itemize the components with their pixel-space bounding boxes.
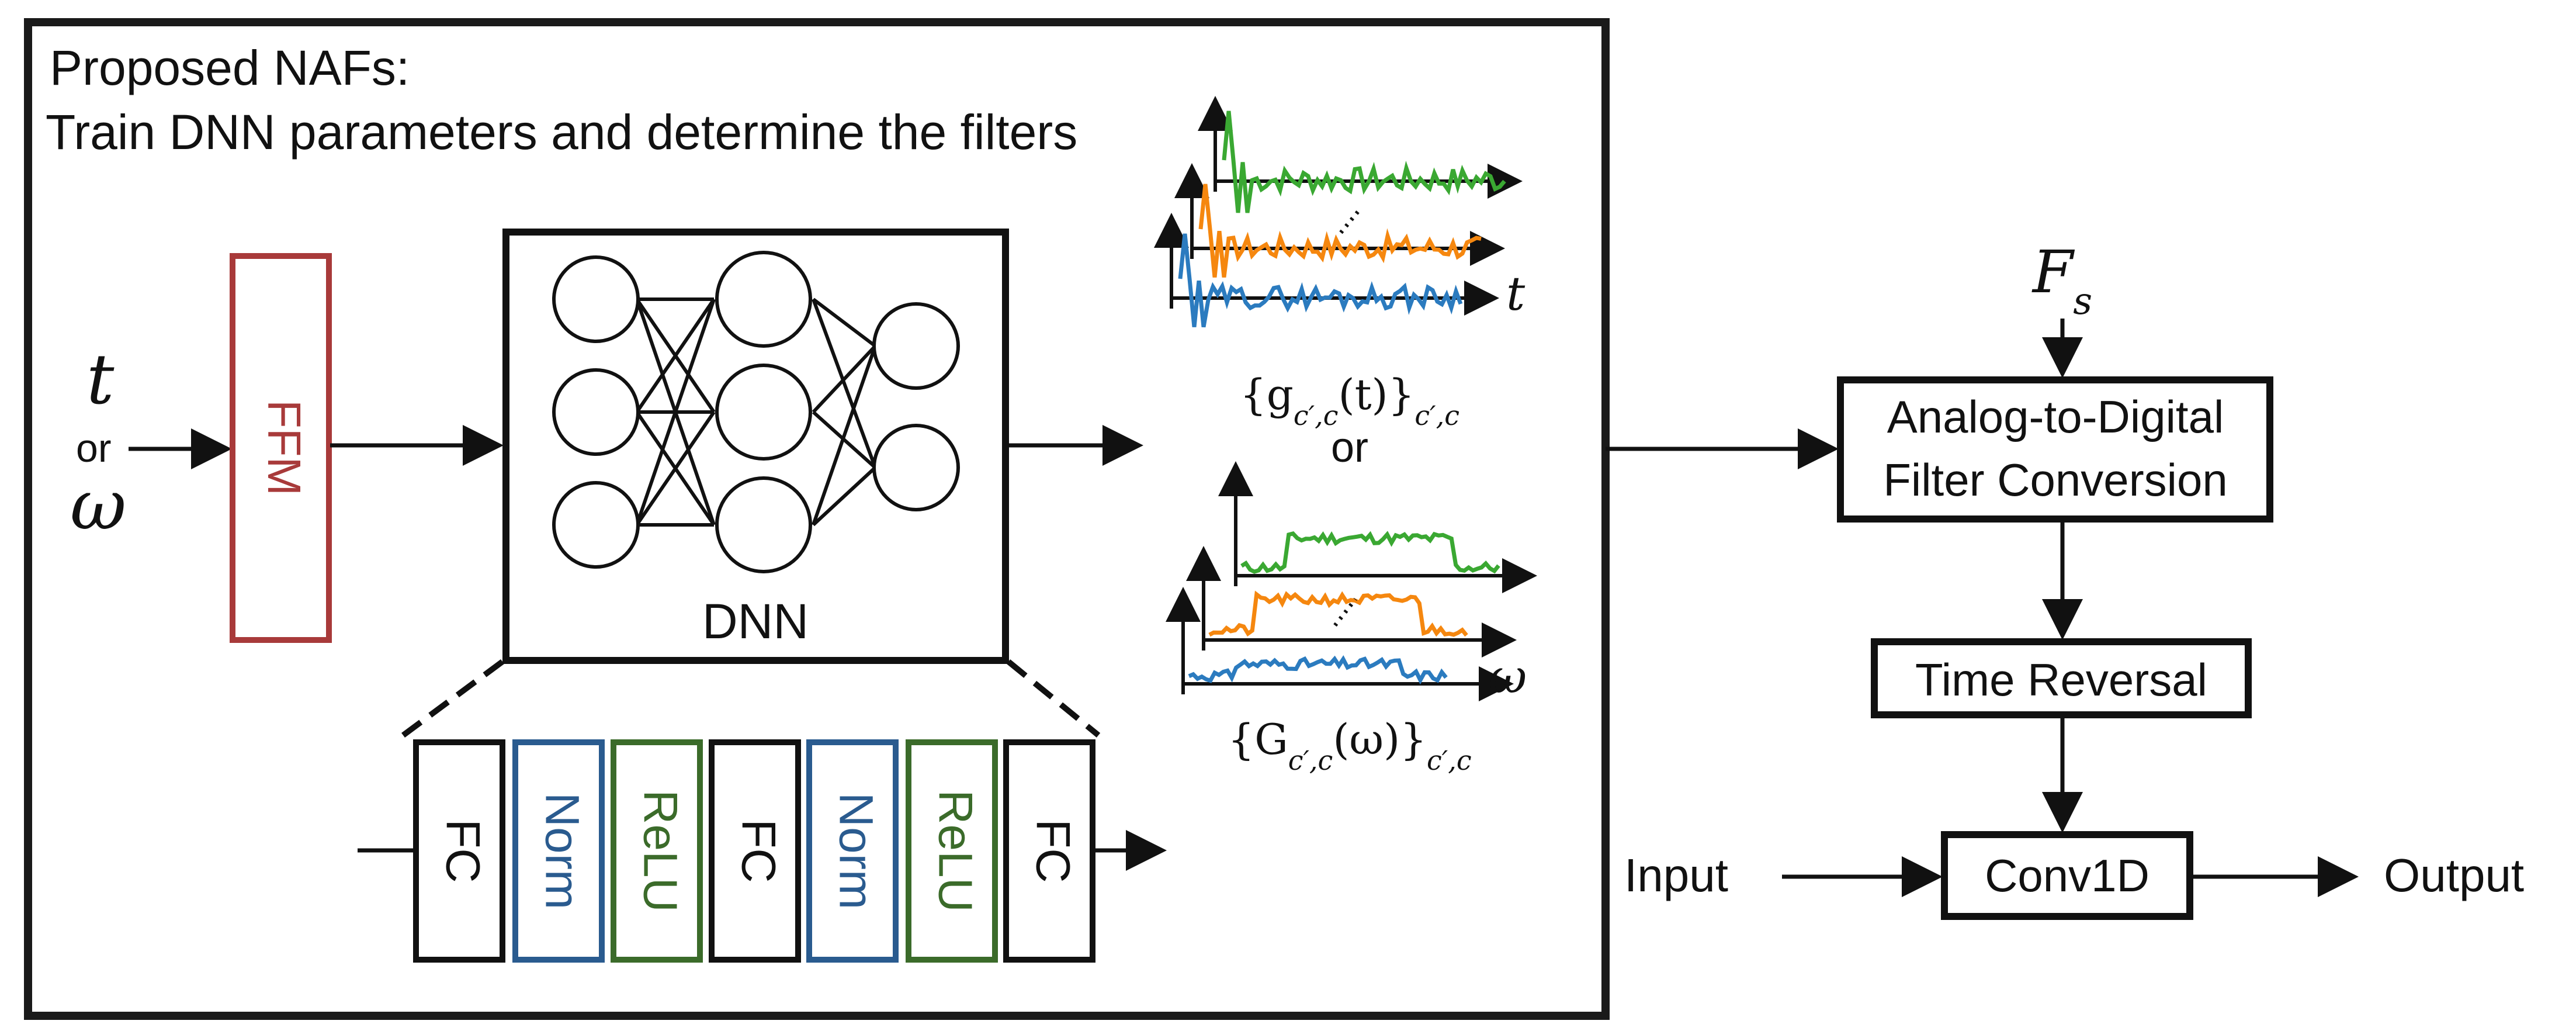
adc-label-line2: Filter Conversion (1883, 454, 2228, 506)
panel-title-line2: Train DNN parameters and determine the f… (46, 105, 1077, 160)
layer-block-relu-6 (906, 739, 998, 963)
adc-block (1837, 376, 2273, 523)
freq-ellipsis (1333, 597, 1357, 627)
input-label: Input (1624, 849, 1728, 901)
freq-series-orange (1208, 590, 1468, 637)
time-ellipsis (1339, 206, 1363, 234)
time-axis-label: t (1506, 267, 1526, 321)
freq-filter-plot: ω (1166, 461, 1537, 704)
input-t: t (86, 339, 115, 420)
layer-label-norm-2: Norm (535, 793, 588, 909)
or-label: or (1331, 424, 1368, 471)
layer-block-fc-7 (1003, 739, 1095, 963)
layer-label-relu-6: ReLU (928, 790, 982, 912)
dnn-block (502, 229, 1009, 664)
layer-block-norm-5 (806, 739, 899, 963)
time-series-orange (1198, 184, 1482, 278)
naf-panel (24, 18, 1610, 1020)
time-filter-plot: t (1154, 96, 1526, 328)
conv1d-label: Conv1D (1985, 850, 2149, 901)
layer-label-relu-3: ReLU (633, 790, 687, 912)
input-omega: ω (70, 465, 126, 545)
panel-title-line1: Proposed NAFs: (50, 40, 410, 95)
freq-series-blue (1188, 655, 1448, 685)
layer-block-fc-4 (709, 739, 801, 963)
layer-label-fc-4: FC (731, 819, 785, 883)
network-graph (552, 251, 960, 573)
output-label: Output (2384, 849, 2524, 901)
freq-axis-label: ω (1489, 649, 1527, 704)
layer-block-fc-1 (413, 739, 505, 963)
time-series-green (1222, 110, 1506, 213)
time-series-blue (1178, 233, 1463, 328)
fs-label: Fs (2031, 238, 2092, 323)
time-filter-caption: {gc′,c(t)}c′,c (1240, 370, 1459, 431)
freq-filter-caption: {Gc′,c(ω)}c′,c (1228, 715, 1471, 776)
layer-block-norm-2 (512, 739, 605, 963)
freq-series-green (1240, 531, 1500, 574)
layer-label-fc-1: FC (436, 819, 489, 883)
input-or: or (76, 426, 111, 470)
dnn-label: DNN (702, 594, 809, 649)
zoom-line-left (401, 659, 504, 738)
time-reversal-label: Time Reversal (1915, 654, 2207, 705)
layer-strip: FC Norm ReLU FC Norm ReLU FC (413, 739, 1095, 963)
adc-label-line1: Analog-to-Digital (1887, 391, 2224, 442)
ffm-block (230, 253, 332, 643)
zoom-line-right (1006, 659, 1101, 738)
ffm-label: FFM (258, 400, 310, 496)
layer-label-norm-5: Norm (829, 793, 882, 909)
time-reversal-block (1871, 638, 2252, 718)
layer-block-relu-3 (611, 739, 703, 963)
conv1d-block (1941, 831, 2193, 920)
layer-label-fc-7: FC (1026, 819, 1079, 883)
